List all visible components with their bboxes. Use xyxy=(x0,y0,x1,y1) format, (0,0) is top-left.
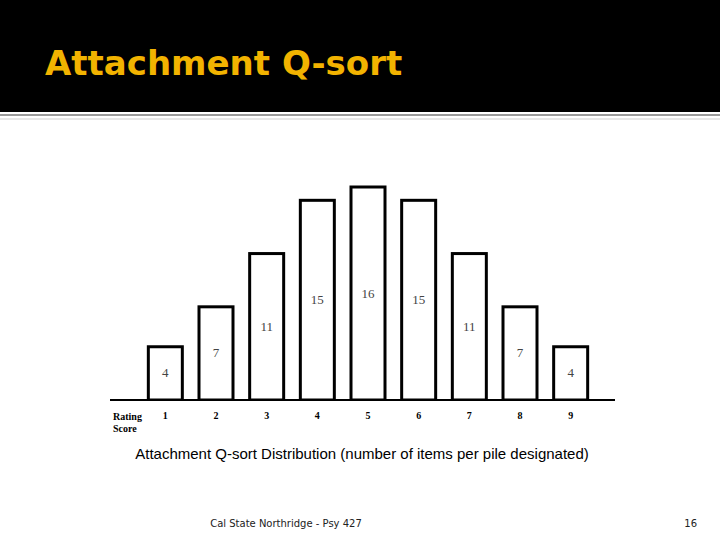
bars xyxy=(148,187,587,400)
data-label: 15 xyxy=(412,292,425,307)
x-tick-label: 1 xyxy=(163,410,168,421)
data-label: 11 xyxy=(463,319,476,334)
page-number: 16 xyxy=(684,518,697,529)
x-tick-label: 9 xyxy=(568,410,573,421)
x-tick-label: 6 xyxy=(416,410,421,421)
slide-title: Attachment Q-sort xyxy=(45,43,402,83)
bar xyxy=(199,307,233,400)
data-label: 11 xyxy=(260,319,273,334)
bar xyxy=(148,347,182,400)
x-tick-label: 2 xyxy=(214,410,219,421)
bar xyxy=(351,187,385,400)
bar xyxy=(300,200,334,400)
background xyxy=(0,0,720,540)
header-rule xyxy=(0,119,720,120)
slide-canvas: Attachment Q-sort 4 7 11 15 16 15 11 7 4 1 2 3 4 5 6 7 8 9… xyxy=(0,0,720,540)
bar xyxy=(554,347,588,400)
x-axis-label: RatingScore xyxy=(113,411,142,434)
footer: Cal State Northridge - Psy 427 xyxy=(210,518,362,529)
x-tick-label: 7 xyxy=(467,410,472,421)
header-rule xyxy=(0,114,720,116)
x-tick-label: 4 xyxy=(315,410,320,421)
slide: Attachment Q-sort 4 7 11 15 16 15 11 7 4 1 2 3 4 5 6 7 8 9… xyxy=(0,0,720,540)
bar xyxy=(250,254,284,400)
data-label: 7 xyxy=(213,345,220,360)
bar xyxy=(402,200,436,400)
x-tick-label: 5 xyxy=(366,410,371,421)
data-label: 7 xyxy=(517,345,524,360)
bar xyxy=(503,307,537,400)
data-label: 4 xyxy=(162,365,169,380)
data-label: 15 xyxy=(311,292,324,307)
bar xyxy=(452,254,486,400)
chart-caption: Attachment Q-sort Distribution (number o… xyxy=(135,445,589,462)
x-tick-label: 8 xyxy=(518,410,523,421)
header-band xyxy=(0,0,720,112)
data-label: 4 xyxy=(567,365,574,380)
data-label: 16 xyxy=(362,286,376,301)
x-tick-label: 3 xyxy=(264,410,269,421)
x-axis-line xyxy=(110,399,615,401)
